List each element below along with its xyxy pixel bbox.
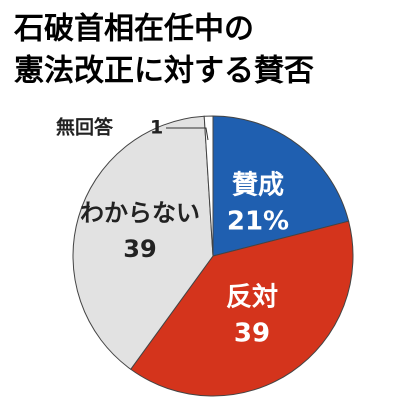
slice-label: 反対: [226, 283, 278, 313]
leader-line: [166, 127, 209, 141]
value-label: 21%: [227, 207, 289, 237]
pie-slice: [72, 115, 214, 370]
value-label: 1: [150, 117, 163, 139]
slice-label: 賛成: [232, 171, 284, 201]
chart-title: 石破首相在任中の: [13, 12, 254, 47]
pie-slice: [203, 115, 214, 257]
pie-slice: [212, 115, 350, 257]
value-label: 39: [123, 235, 156, 263]
value-label: 39: [234, 319, 270, 349]
pie-slice: [130, 220, 354, 397]
slice-label: 無回答: [56, 116, 114, 139]
chart-title: 憲法改正に対する賛否: [14, 54, 314, 89]
slice-label: わからない: [80, 199, 200, 227]
